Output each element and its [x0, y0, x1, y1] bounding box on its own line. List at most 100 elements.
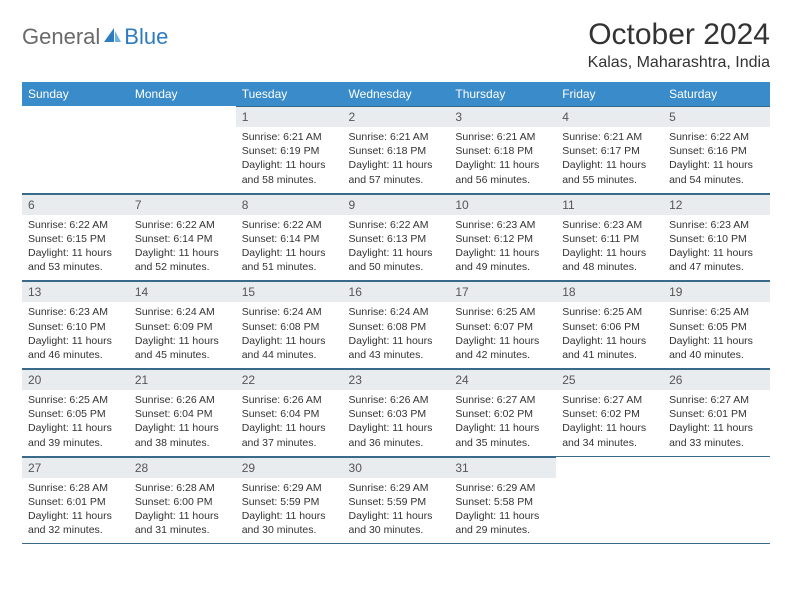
- day-header: Saturday: [663, 82, 770, 106]
- sunrise-text: Sunrise: 6:22 AM: [135, 218, 230, 232]
- daylight-text: Daylight: 11 hours and 37 minutes.: [242, 421, 337, 449]
- daylight-text: Daylight: 11 hours and 55 minutes.: [562, 158, 657, 186]
- day-header: Sunday: [22, 82, 129, 106]
- daylight-text: Daylight: 11 hours and 36 minutes.: [349, 421, 444, 449]
- sunset-text: Sunset: 6:02 PM: [455, 407, 550, 421]
- sunrise-text: Sunrise: 6:25 AM: [28, 393, 123, 407]
- day-cell: 18Sunrise: 6:25 AMSunset: 6:06 PMDayligh…: [556, 281, 663, 369]
- daylight-text: Daylight: 11 hours and 47 minutes.: [669, 246, 764, 274]
- daylight-text: Daylight: 11 hours and 41 minutes.: [562, 334, 657, 362]
- day-number: 14: [129, 281, 236, 302]
- day-cell: 25Sunrise: 6:27 AMSunset: 6:02 PMDayligh…: [556, 369, 663, 457]
- day-cell: 17Sunrise: 6:25 AMSunset: 6:07 PMDayligh…: [449, 281, 556, 369]
- sunset-text: Sunset: 6:00 PM: [135, 495, 230, 509]
- daylight-text: Daylight: 11 hours and 39 minutes.: [28, 421, 123, 449]
- day-content: Sunrise: 6:23 AMSunset: 6:10 PMDaylight:…: [663, 215, 770, 281]
- sunset-text: Sunset: 6:05 PM: [669, 320, 764, 334]
- sunset-text: Sunset: 6:17 PM: [562, 144, 657, 158]
- sunset-text: Sunset: 6:18 PM: [455, 144, 550, 158]
- day-number: 17: [449, 281, 556, 302]
- sunset-text: Sunset: 6:10 PM: [28, 320, 123, 334]
- sunrise-text: Sunrise: 6:29 AM: [455, 481, 550, 495]
- day-cell: 19Sunrise: 6:25 AMSunset: 6:05 PMDayligh…: [663, 281, 770, 369]
- day-header-row: SundayMondayTuesdayWednesdayThursdayFrid…: [22, 82, 770, 106]
- day-header: Monday: [129, 82, 236, 106]
- sunset-text: Sunset: 6:08 PM: [349, 320, 444, 334]
- day-cell: 10Sunrise: 6:23 AMSunset: 6:12 PMDayligh…: [449, 193, 556, 281]
- sunset-text: Sunset: 6:04 PM: [135, 407, 230, 421]
- sunset-text: Sunset: 6:02 PM: [562, 407, 657, 421]
- day-cell: 16Sunrise: 6:24 AMSunset: 6:08 PMDayligh…: [343, 281, 450, 369]
- day-content: Sunrise: 6:27 AMSunset: 6:02 PMDaylight:…: [449, 390, 556, 456]
- daylight-text: Daylight: 11 hours and 56 minutes.: [455, 158, 550, 186]
- day-cell: 12Sunrise: 6:23 AMSunset: 6:10 PMDayligh…: [663, 193, 770, 281]
- day-number: 27: [22, 457, 129, 478]
- day-cell: 28Sunrise: 6:28 AMSunset: 6:00 PMDayligh…: [129, 456, 236, 544]
- sunset-text: Sunset: 6:09 PM: [135, 320, 230, 334]
- day-content: Sunrise: 6:22 AMSunset: 6:14 PMDaylight:…: [129, 215, 236, 281]
- day-cell: 23Sunrise: 6:26 AMSunset: 6:03 PMDayligh…: [343, 369, 450, 457]
- day-content: Sunrise: 6:23 AMSunset: 6:12 PMDaylight:…: [449, 215, 556, 281]
- sunrise-text: Sunrise: 6:26 AM: [349, 393, 444, 407]
- day-number: 3: [449, 106, 556, 127]
- day-number: 13: [22, 281, 129, 302]
- sunrise-text: Sunrise: 6:22 AM: [28, 218, 123, 232]
- sunrise-text: Sunrise: 6:25 AM: [562, 305, 657, 319]
- sunset-text: Sunset: 6:08 PM: [242, 320, 337, 334]
- day-content: Sunrise: 6:24 AMSunset: 6:09 PMDaylight:…: [129, 302, 236, 368]
- day-number: 6: [22, 194, 129, 215]
- week-row: 1Sunrise: 6:21 AMSunset: 6:19 PMDaylight…: [22, 106, 770, 193]
- daylight-text: Daylight: 11 hours and 50 minutes.: [349, 246, 444, 274]
- day-content: Sunrise: 6:21 AMSunset: 6:18 PMDaylight:…: [449, 127, 556, 193]
- day-number: 12: [663, 194, 770, 215]
- day-content: Sunrise: 6:27 AMSunset: 6:01 PMDaylight:…: [663, 390, 770, 456]
- day-content: Sunrise: 6:22 AMSunset: 6:13 PMDaylight:…: [343, 215, 450, 281]
- sunset-text: Sunset: 6:05 PM: [28, 407, 123, 421]
- day-content: Sunrise: 6:21 AMSunset: 6:17 PMDaylight:…: [556, 127, 663, 193]
- day-cell: 27Sunrise: 6:28 AMSunset: 6:01 PMDayligh…: [22, 456, 129, 544]
- sunset-text: Sunset: 6:01 PM: [28, 495, 123, 509]
- day-number: 30: [343, 457, 450, 478]
- day-content: Sunrise: 6:25 AMSunset: 6:07 PMDaylight:…: [449, 302, 556, 368]
- sunset-text: Sunset: 6:07 PM: [455, 320, 550, 334]
- sunrise-text: Sunrise: 6:23 AM: [669, 218, 764, 232]
- day-number: 2: [343, 106, 450, 127]
- sunrise-text: Sunrise: 6:24 AM: [242, 305, 337, 319]
- sunrise-text: Sunrise: 6:28 AM: [28, 481, 123, 495]
- sunrise-text: Sunrise: 6:23 AM: [562, 218, 657, 232]
- daylight-text: Daylight: 11 hours and 52 minutes.: [135, 246, 230, 274]
- day-number: 11: [556, 194, 663, 215]
- day-cell: 29Sunrise: 6:29 AMSunset: 5:59 PMDayligh…: [236, 456, 343, 544]
- day-number: 8: [236, 194, 343, 215]
- day-content: Sunrise: 6:25 AMSunset: 6:05 PMDaylight:…: [22, 390, 129, 456]
- sunrise-text: Sunrise: 6:25 AM: [455, 305, 550, 319]
- day-cell: 4Sunrise: 6:21 AMSunset: 6:17 PMDaylight…: [556, 106, 663, 193]
- sunset-text: Sunset: 6:10 PM: [669, 232, 764, 246]
- sunrise-text: Sunrise: 6:26 AM: [135, 393, 230, 407]
- day-number: 5: [663, 106, 770, 127]
- day-content: Sunrise: 6:29 AMSunset: 5:58 PMDaylight:…: [449, 478, 556, 544]
- week-row: 27Sunrise: 6:28 AMSunset: 6:01 PMDayligh…: [22, 456, 770, 544]
- daylight-text: Daylight: 11 hours and 42 minutes.: [455, 334, 550, 362]
- day-number: 16: [343, 281, 450, 302]
- day-number: 19: [663, 281, 770, 302]
- daylight-text: Daylight: 11 hours and 53 minutes.: [28, 246, 123, 274]
- day-cell: 20Sunrise: 6:25 AMSunset: 6:05 PMDayligh…: [22, 369, 129, 457]
- day-content: Sunrise: 6:28 AMSunset: 6:01 PMDaylight:…: [22, 478, 129, 544]
- sunrise-text: Sunrise: 6:27 AM: [455, 393, 550, 407]
- daylight-text: Daylight: 11 hours and 48 minutes.: [562, 246, 657, 274]
- month-title: October 2024: [588, 18, 770, 52]
- sunrise-text: Sunrise: 6:23 AM: [455, 218, 550, 232]
- sunset-text: Sunset: 6:03 PM: [349, 407, 444, 421]
- sunrise-text: Sunrise: 6:21 AM: [242, 130, 337, 144]
- sunrise-text: Sunrise: 6:29 AM: [349, 481, 444, 495]
- sunset-text: Sunset: 5:58 PM: [455, 495, 550, 509]
- day-content: Sunrise: 6:26 AMSunset: 6:04 PMDaylight:…: [129, 390, 236, 456]
- day-content: Sunrise: 6:25 AMSunset: 6:05 PMDaylight:…: [663, 302, 770, 368]
- day-cell: 2Sunrise: 6:21 AMSunset: 6:18 PMDaylight…: [343, 106, 450, 193]
- header: General Blue October 2024 Kalas, Maharas…: [22, 18, 770, 72]
- daylight-text: Daylight: 11 hours and 49 minutes.: [455, 246, 550, 274]
- daylight-text: Daylight: 11 hours and 51 minutes.: [242, 246, 337, 274]
- day-cell: 31Sunrise: 6:29 AMSunset: 5:58 PMDayligh…: [449, 456, 556, 544]
- sunset-text: Sunset: 6:15 PM: [28, 232, 123, 246]
